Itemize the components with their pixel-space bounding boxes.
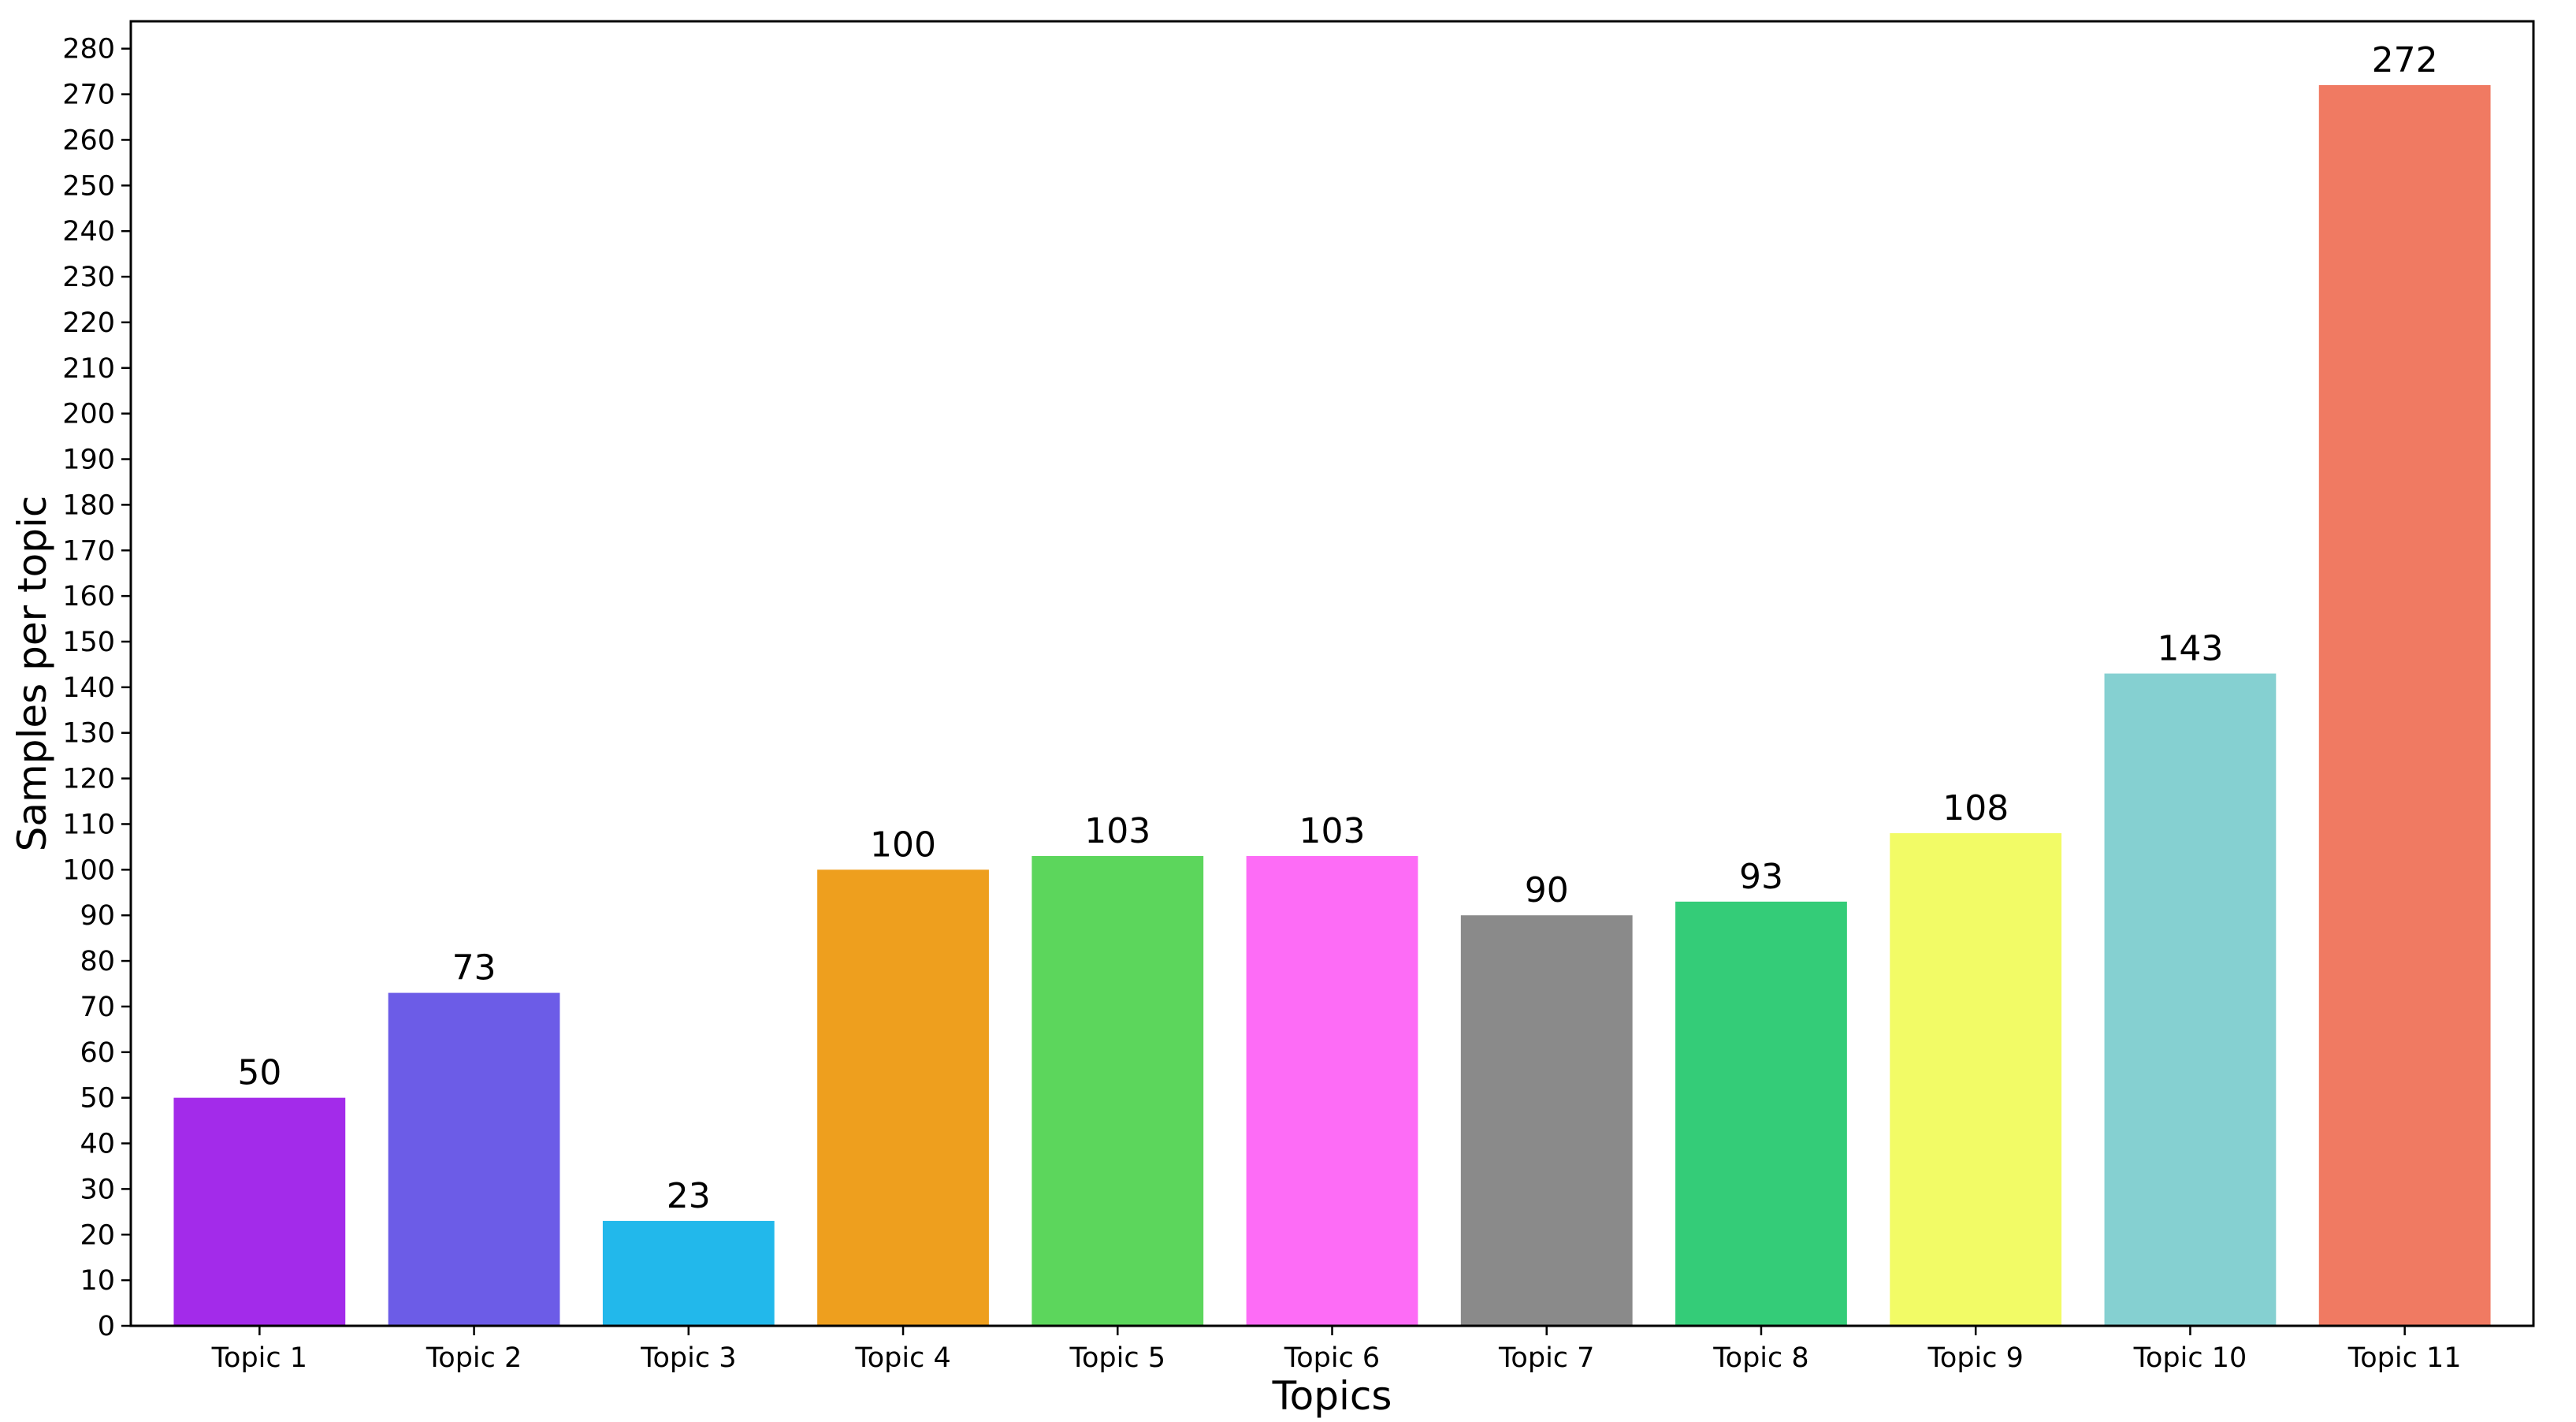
x-axis-title: Topics [1272, 1373, 1392, 1419]
x-tick-label: Topic 10 [2133, 1342, 2247, 1374]
y-tick-label: 20 [80, 1219, 115, 1251]
y-tick-label: 10 [80, 1265, 115, 1297]
bar-1 [173, 1097, 346, 1326]
y-tick-label: 280 [62, 34, 115, 65]
y-tick-label: 230 [62, 262, 115, 293]
y-tick-label: 160 [62, 581, 115, 612]
y-axis-title: Samples per topic [9, 496, 55, 852]
y-tick-label: 210 [62, 353, 115, 385]
x-tick-label: Topic 4 [854, 1342, 950, 1374]
y-tick-label: 150 [62, 627, 115, 658]
bar-11 [2318, 85, 2491, 1326]
bar-value-label-4: 100 [870, 825, 936, 865]
y-tick-label: 220 [62, 307, 115, 339]
x-tick-label: Topic 8 [1712, 1342, 1808, 1374]
y-tick-label: 130 [62, 718, 115, 750]
bar-value-label-10: 143 [2157, 629, 2223, 669]
x-tick-label: Topic 9 [1927, 1342, 2023, 1374]
bar-2 [388, 992, 560, 1326]
bar-3 [602, 1220, 775, 1326]
bar-9 [1890, 833, 2062, 1326]
bar-value-label-3: 23 [667, 1176, 711, 1216]
y-tick-label: 170 [62, 535, 115, 567]
bar-7 [1460, 915, 1633, 1326]
bar-4 [817, 869, 989, 1326]
bar-value-label-6: 103 [1299, 811, 1366, 851]
x-tick-label: Topic 11 [2347, 1342, 2462, 1374]
y-tick-label: 40 [80, 1129, 115, 1160]
x-tick-label: Topic 6 [1284, 1342, 1380, 1374]
x-tick-label: Topic 5 [1069, 1342, 1165, 1374]
y-tick-label: 70 [80, 992, 115, 1023]
y-tick-label: 110 [62, 809, 115, 840]
y-tick-label: 30 [80, 1174, 115, 1205]
x-tick-label: Topic 3 [640, 1342, 736, 1374]
y-tick-label: 100 [62, 854, 115, 886]
x-tick-label: Topic 2 [426, 1342, 522, 1374]
bar-8 [1675, 901, 1847, 1326]
bar-value-label-8: 93 [1739, 857, 1783, 897]
y-tick-label: 250 [62, 170, 115, 202]
x-axis: Topic 1 Topic 2 Topic 3 Topic 4 Topic 5 Topic… [211, 1326, 2462, 1374]
bar-6 [1246, 855, 1418, 1326]
bar-10 [2104, 673, 2277, 1326]
y-tick-label: 140 [62, 672, 115, 704]
y-axis: 0 10 20 30 40 50 60 70 80 90 100 110 120 130 140 150 160… [62, 34, 131, 1342]
y-tick-label: 60 [80, 1037, 115, 1069]
y-tick-label: 80 [80, 946, 115, 977]
bar-5 [1032, 855, 1204, 1326]
y-tick-label: 260 [62, 125, 115, 156]
y-tick-label: 190 [62, 445, 115, 476]
y-tick-label: 120 [62, 764, 115, 795]
bar-value-label-9: 108 [1942, 788, 2009, 828]
bar-value-label-2: 73 [452, 948, 496, 988]
bars-group [173, 85, 2491, 1326]
y-tick-label: 240 [62, 216, 115, 248]
y-tick-label: 200 [62, 399, 115, 430]
x-tick-label: Topic 1 [211, 1342, 307, 1374]
y-tick-label: 90 [80, 900, 115, 932]
plot-frame [129, 20, 2535, 1327]
bar-value-label-11: 272 [2372, 40, 2438, 80]
bar-labels-group: 50 73 23 100 103 103 90 93 108 143 272 [237, 40, 2437, 1216]
y-tick-label: 270 [62, 80, 115, 111]
y-tick-label: 0 [98, 1311, 115, 1342]
y-tick-label: 50 [80, 1083, 115, 1115]
bar-value-label-5: 103 [1084, 811, 1150, 851]
bar-value-label-7: 90 [1525, 870, 1569, 910]
x-tick-label: Topic 7 [1498, 1342, 1594, 1374]
bar-value-label-1: 50 [237, 1053, 281, 1093]
y-tick-label: 180 [62, 490, 115, 521]
